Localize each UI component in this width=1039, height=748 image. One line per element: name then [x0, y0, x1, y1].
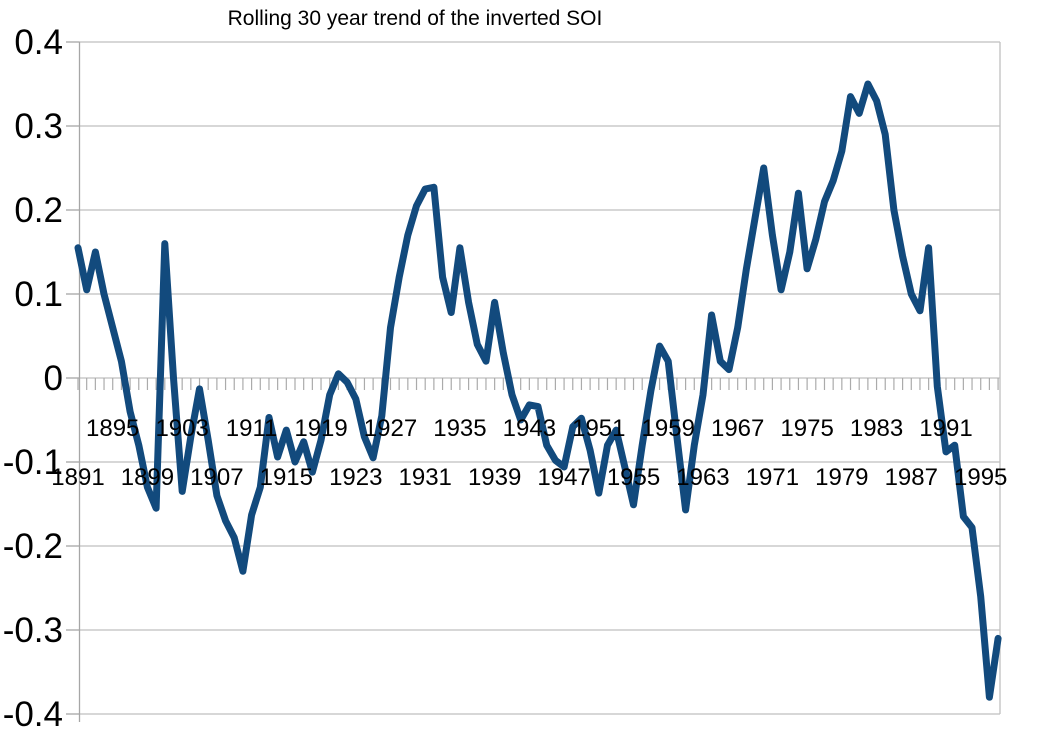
y-axis-tick-label: 0.4 [14, 23, 63, 62]
x-axis-tick-label-upper: 1991 [919, 415, 972, 442]
x-axis-tick-label-upper: 1943 [503, 415, 556, 442]
x-axis-tick-label-lower: 1899 [121, 464, 174, 491]
x-axis-tick-label-lower: 1891 [51, 464, 104, 491]
x-axis-tick-label-upper: 1967 [711, 415, 764, 442]
y-axis-tick-label: 0.1 [14, 275, 63, 314]
x-axis-tick-label-upper: 1935 [433, 415, 486, 442]
y-axis-tick-label: 0 [44, 359, 63, 398]
x-axis-tick-label-lower: 1955 [607, 464, 660, 491]
x-axis-tick-label-lower: 1923 [329, 464, 382, 491]
x-axis-tick-label-lower: 1963 [676, 464, 729, 491]
chart-title: Rolling 30 year trend of the inverted SO… [227, 7, 603, 30]
y-axis-tick-label: 0.3 [14, 107, 63, 146]
x-axis-tick-label-lower: 1947 [537, 464, 590, 491]
x-axis-tick-label-upper: 1927 [364, 415, 417, 442]
x-axis-tick-label-upper: 1975 [780, 415, 833, 442]
x-axis-tick-label-upper: 1903 [155, 415, 208, 442]
x-axis-tick-label-lower: 1915 [260, 464, 313, 491]
y-axis-tick-label: -0.4 [3, 695, 63, 734]
y-axis-tick-label: -0.1 [3, 443, 63, 482]
x-axis-tick-label-lower: 1987 [885, 464, 938, 491]
x-axis-tick-label-upper: 1959 [642, 415, 695, 442]
x-axis-tick-label-lower: 1931 [399, 464, 452, 491]
x-axis-tick-label-upper: 1919 [294, 415, 347, 442]
x-axis-tick-label-upper: 1895 [86, 415, 139, 442]
soi-trend-line [74, 80, 1002, 701]
x-axis-tick-label-lower: 1979 [815, 464, 868, 491]
x-axis-tick-label-upper: 1983 [850, 415, 903, 442]
x-axis-tick-label-lower: 1939 [468, 464, 521, 491]
x-axis-tick-label-upper: 1951 [572, 415, 625, 442]
y-axis-tick-label: -0.3 [3, 611, 63, 650]
y-axis-tick-label: -0.2 [3, 527, 63, 566]
x-axis-tick-label-upper: 1911 [226, 415, 278, 442]
y-axis-tick-label: 0.2 [14, 191, 63, 230]
x-axis-tick-label-lower: 1995 [954, 464, 1007, 491]
x-axis-tick-label-lower: 1907 [190, 464, 243, 491]
x-axis-tick-label-lower: 1971 [746, 464, 799, 491]
